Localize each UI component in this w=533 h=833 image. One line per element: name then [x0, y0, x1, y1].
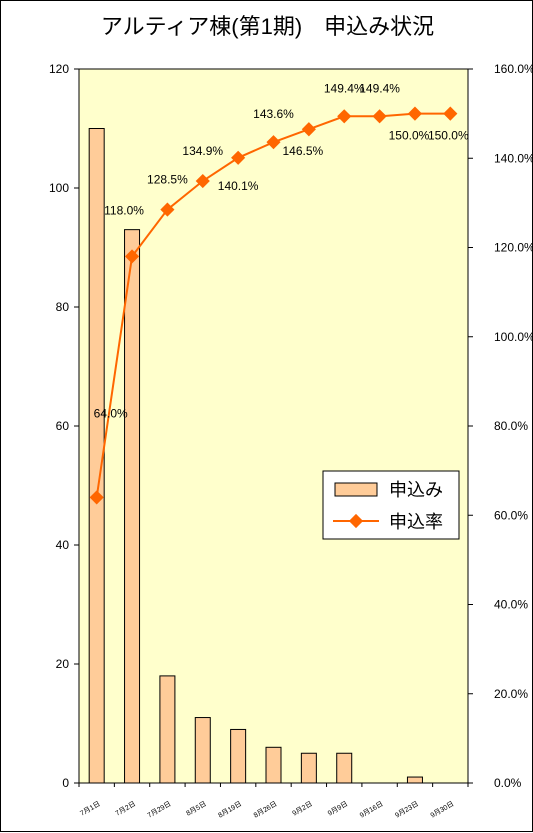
x-category-label: 9月9日	[326, 800, 349, 818]
x-category-label: 7月2日	[114, 800, 137, 818]
line-marker	[195, 173, 210, 189]
line-data-label: 128.5%	[147, 173, 188, 187]
line-data-label: 146.5%	[283, 144, 324, 158]
legend-label-bar: 申込み	[389, 480, 443, 500]
line-data-label: 149.4%	[359, 81, 400, 95]
line-data-label: 118.0%	[104, 203, 144, 217]
line-marker	[160, 202, 175, 217]
y-right-tick-label: 40.0%	[494, 598, 528, 612]
x-category-label: 8月19日	[217, 800, 243, 820]
legend-swatch-marker	[348, 513, 364, 529]
line-marker	[372, 109, 387, 124]
bar	[159, 675, 176, 784]
plot-area	[78, 68, 469, 784]
y-right-tick-label: 20.0%	[494, 687, 528, 701]
line-marker	[407, 106, 423, 121]
bar	[230, 728, 247, 784]
bar	[124, 229, 141, 784]
y-right-tick-label: 140.0%	[494, 151, 533, 165]
y-right-tick-label: 160.0%	[494, 62, 533, 76]
line-data-label: 134.9%	[182, 144, 223, 158]
y-left-tick-label: 80	[56, 300, 70, 314]
x-category-label: 7月1日	[79, 800, 102, 818]
bar	[88, 128, 105, 784]
x-category-label: 9月2日	[291, 800, 314, 818]
line-marker	[89, 490, 104, 505]
line-marker	[266, 135, 281, 150]
y-right-tick-label: 80.0%	[494, 419, 528, 433]
line-marker	[231, 150, 246, 165]
x-category-label: 9月16日	[358, 800, 384, 820]
y-right-tick-label: 0.0%	[494, 776, 522, 790]
line-marker	[443, 106, 458, 121]
bar	[406, 776, 423, 784]
legend	[322, 470, 460, 540]
y-left-tick-label: 20	[56, 657, 70, 671]
x-category-label: 8月5日	[185, 800, 208, 818]
legend-label-line: 申込率	[389, 512, 443, 532]
y-right-tick-label: 60.0%	[494, 508, 528, 522]
x-category-label: 8月26日	[252, 800, 278, 820]
line-data-label: 64.0%	[94, 406, 128, 420]
bar	[336, 752, 353, 784]
line-data-label: 150.0%	[428, 129, 469, 143]
y-left-tick-label: 100	[49, 181, 69, 195]
line-data-label: 143.6%	[253, 107, 294, 121]
bar	[300, 752, 317, 784]
chart-title: アルティア棟(第1期) 申込み状況	[100, 14, 435, 39]
bar	[194, 717, 211, 784]
line-data-label: 149.4%	[324, 81, 365, 95]
y-left-tick-label: 40	[56, 538, 70, 552]
line-data-label: 150.0%	[389, 129, 430, 143]
y-right-tick-label: 100.0%	[494, 330, 533, 344]
bar	[265, 746, 282, 784]
y-left-tick-label: 0	[62, 776, 69, 790]
line-marker	[337, 109, 352, 124]
legend-swatch-bar	[334, 482, 378, 497]
line-data-label: 140.1%	[218, 179, 259, 193]
y-left-tick-label: 60	[56, 419, 70, 433]
y-right-tick-label: 120.0%	[494, 241, 533, 255]
x-category-label: 9月23日	[394, 800, 420, 820]
x-category-label: 7月29日	[146, 800, 172, 820]
x-category-label: 9月30日	[429, 800, 455, 820]
y-left-tick-label: 120	[49, 62, 69, 76]
